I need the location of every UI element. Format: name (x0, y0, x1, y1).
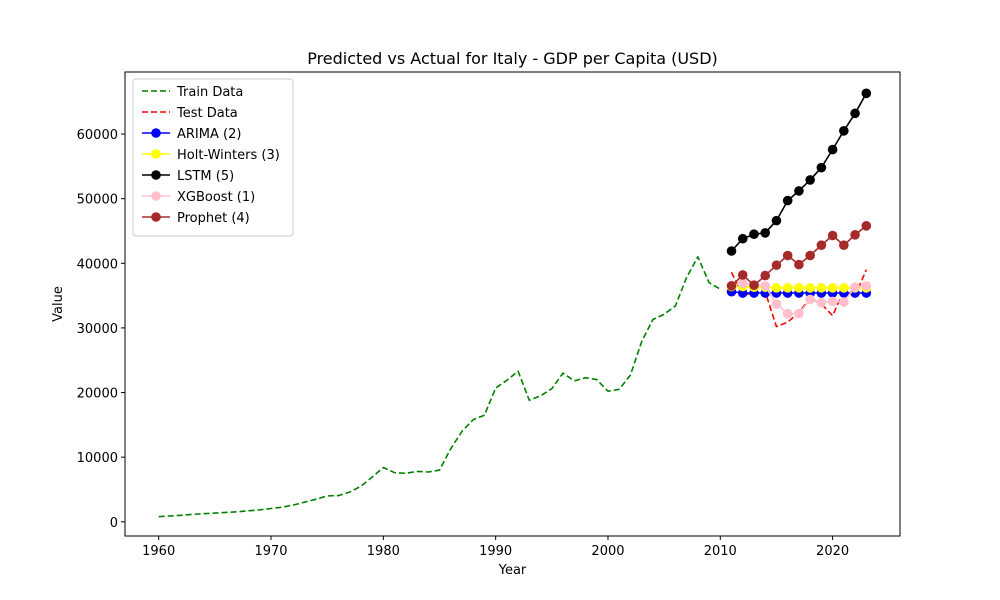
point-xgboost-1 (737, 278, 748, 289)
legend: Train Data Test Data ARIMA (2) Holt-Winters… (132, 78, 294, 237)
legend-marker (151, 191, 161, 201)
point-lstm-5 (861, 88, 872, 99)
legend-label: Train Data (176, 85, 243, 100)
y-tick-label: 0 (110, 516, 118, 531)
x-tick-label: 1980 (367, 544, 400, 559)
legend-item-holt-winters-3: Holt-Winters (3) (142, 148, 280, 163)
point-lstm-5 (805, 175, 815, 185)
x-tick-label: 1990 (479, 544, 512, 559)
point-xgboost-1 (782, 308, 793, 319)
y-axis-title: Value (51, 286, 66, 322)
point-prophet-4 (737, 270, 748, 280)
point-xgboost-1 (771, 299, 782, 309)
point-holt-winters-3 (827, 283, 838, 293)
point-lstm-5 (839, 126, 849, 136)
y-tick-label: 10000 (77, 451, 118, 466)
point-prophet-4 (782, 250, 793, 261)
x-tick-label: 2020 (816, 544, 849, 559)
point-lstm-5 (771, 215, 782, 226)
point-prophet-4 (827, 230, 838, 241)
y-tick-label: 40000 (77, 257, 118, 272)
point-holt-winters-3 (816, 283, 827, 293)
legend-marker (151, 149, 161, 159)
y-tick-label: 20000 (77, 387, 118, 402)
legend-label: Prophet (4) (177, 211, 250, 226)
legend-item-lstm-5: LSTM (5) (142, 169, 234, 184)
legend-label: XGBoost (1) (177, 190, 255, 205)
point-xgboost-1 (827, 296, 838, 307)
legend-label: LSTM (5) (177, 169, 234, 184)
point-lstm-5 (737, 233, 748, 244)
point-xgboost-1 (816, 297, 827, 308)
y-tick-label: 60000 (77, 128, 118, 143)
point-lstm-5 (726, 246, 737, 256)
point-lstm-5 (827, 144, 838, 155)
series-lstm-5 (726, 88, 872, 256)
y-axis: 0 10000 20000 30000 40000 50000 60000 (77, 128, 125, 531)
point-prophet-4 (861, 221, 872, 231)
point-lstm-5 (749, 229, 759, 240)
point-xgboost-1 (794, 308, 804, 319)
x-tick-label: 2010 (704, 544, 737, 559)
point-prophet-4 (816, 240, 827, 250)
x-axis-title: Year (498, 563, 527, 578)
legend-item-train-data: Train Data (142, 85, 243, 100)
legend-marker (151, 128, 161, 138)
point-lstm-5 (760, 228, 771, 238)
legend-label: ARIMA (2) (177, 127, 241, 142)
legend-item-xgboost-1: XGBoost (1) (142, 190, 255, 205)
legend-item-prophet-4: Prophet (4) (142, 211, 250, 226)
legend-marker (151, 170, 161, 180)
point-prophet-4 (850, 230, 860, 240)
series-train-data (158, 255, 721, 518)
point-prophet-4 (726, 281, 737, 291)
y-tick-label: 50000 (77, 193, 118, 208)
plot-frame (124, 71, 901, 537)
point-xgboost-1 (805, 294, 815, 305)
point-lstm-5 (816, 162, 827, 173)
point-xgboost-1 (850, 282, 860, 292)
point-prophet-4 (760, 270, 771, 281)
point-lstm-5 (794, 186, 804, 196)
x-tick-label: 1960 (142, 544, 175, 559)
y-tick-label: 30000 (77, 322, 118, 337)
point-xgboost-1 (760, 281, 771, 291)
chart-title: Predicted vs Actual for Italy - GDP per … (307, 49, 718, 68)
plot-series (158, 88, 872, 518)
point-holt-winters-3 (794, 283, 804, 293)
point-xgboost-1 (861, 281, 872, 291)
legend-label: Test Data (176, 106, 238, 121)
legend-box (132, 78, 294, 237)
point-xgboost-1 (839, 297, 849, 307)
legend-label: Holt-Winters (3) (177, 148, 280, 163)
series-line-train-data (158, 255, 721, 518)
point-holt-winters-3 (782, 283, 793, 293)
series-prophet-4 (726, 221, 872, 291)
point-holt-winters-3 (839, 283, 849, 293)
point-prophet-4 (771, 260, 782, 271)
x-tick-label: 1970 (254, 544, 287, 559)
legend-item-test-data: Test Data (142, 106, 238, 121)
point-holt-winters-3 (771, 283, 782, 293)
point-lstm-5 (850, 108, 860, 119)
x-axis: 1960 1970 1980 1990 2000 2010 2020 (142, 536, 849, 559)
point-prophet-4 (749, 280, 759, 291)
point-holt-winters-3 (805, 283, 815, 293)
point-prophet-4 (794, 259, 804, 270)
x-tick-label: 2000 (591, 544, 624, 559)
legend-marker (151, 212, 161, 222)
point-prophet-4 (805, 250, 815, 261)
point-lstm-5 (782, 195, 793, 206)
legend-item-arima-2: ARIMA (2) (142, 127, 241, 142)
point-prophet-4 (839, 240, 849, 250)
